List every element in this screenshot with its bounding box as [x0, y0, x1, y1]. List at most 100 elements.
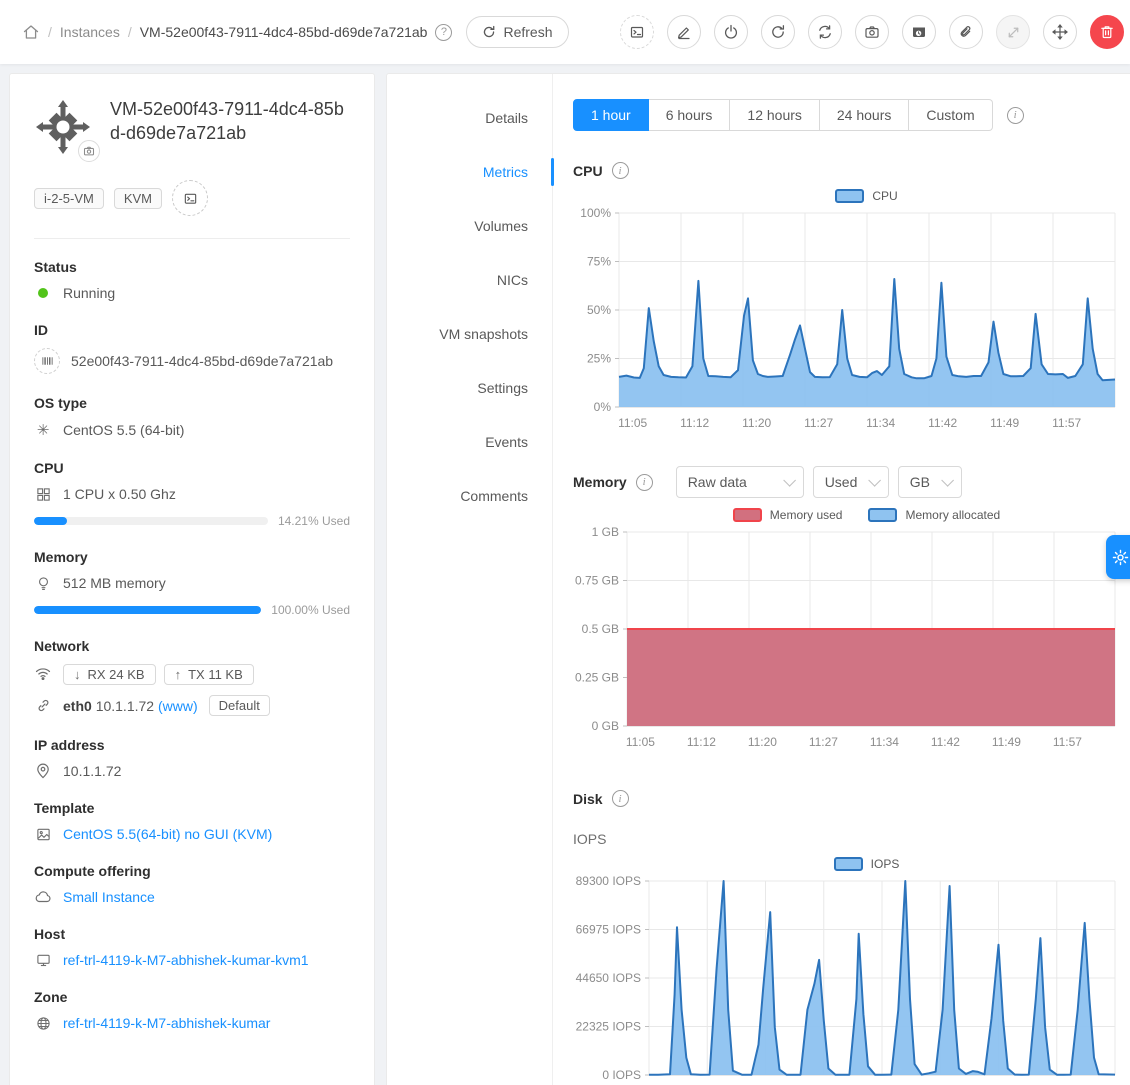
settings-fab-button[interactable]	[1106, 535, 1130, 579]
legend-swatch	[835, 189, 864, 203]
svg-text:11:49: 11:49	[992, 735, 1021, 749]
range-custom-button[interactable]: Custom	[909, 99, 992, 131]
info-icon[interactable]: i	[1007, 107, 1024, 124]
tab-events[interactable]: Events	[387, 426, 552, 458]
recurring-snapshot-button[interactable]	[902, 15, 936, 49]
chevron-down-icon	[868, 474, 881, 487]
breadcrumb: / Instances / VM-52e00f43-7911-4dc4-85bd…	[22, 16, 569, 48]
range-1-hour-button[interactable]: 1 hour	[573, 99, 649, 131]
cpu-section: CPU 1 CPU x 0.50 Ghz 14.21% Used	[34, 460, 350, 528]
console-button[interactable]	[172, 180, 208, 216]
divider	[34, 238, 350, 239]
legend-item[interactable]: IOPS	[834, 857, 900, 871]
tab-details[interactable]: Details	[387, 102, 552, 134]
migrate-instance-button	[996, 15, 1030, 49]
range-12-hours-button[interactable]: 12 hours	[730, 99, 819, 131]
memory-chart-legend: Memory used Memory allocated	[573, 508, 1130, 522]
tab-comments[interactable]: Comments	[387, 480, 552, 512]
svg-text:11:12: 11:12	[687, 735, 716, 749]
range-24-hours-button[interactable]: 24 hours	[820, 99, 909, 131]
tab-nics[interactable]: NICs	[387, 264, 552, 296]
legend-item[interactable]: Memory allocated	[868, 508, 1000, 522]
memory-data-mode-select[interactable]: Raw data	[676, 466, 804, 498]
os-type-section: OS type ✳ CentOS 5.5 (64-bit)	[34, 395, 350, 439]
rx-pill: ↓RX 24 KB	[63, 664, 156, 685]
svg-text:75%: 75%	[587, 255, 611, 269]
template-label: Template	[34, 800, 350, 816]
destroy-instance-button[interactable]	[1090, 15, 1124, 49]
memory-used-text: 100.00% Used	[271, 603, 350, 617]
cpu-chart-title: CPU	[573, 163, 603, 179]
legend-item[interactable]: Memory used	[733, 508, 843, 522]
disk-chart-title: Disk	[573, 791, 603, 807]
svg-text:0 GB: 0 GB	[592, 719, 619, 733]
info-icon[interactable]: i	[636, 474, 653, 491]
nic-name: eth0	[63, 698, 92, 714]
legend-item[interactable]: CPU	[835, 189, 897, 203]
stop-instance-button[interactable]	[714, 15, 748, 49]
legend-swatch	[733, 508, 762, 522]
image-icon	[34, 827, 52, 842]
info-icon[interactable]: i	[612, 162, 629, 179]
tab-vm-snapshots[interactable]: VM snapshots	[387, 318, 552, 350]
compute-offering-section: Compute offering Small Instance	[34, 863, 350, 905]
zone-section: Zone ref-trl-4119-k-M7-abhishek-kumar	[34, 989, 350, 1031]
instance-detail-page: / Instances / VM-52e00f43-7911-4dc4-85bd…	[0, 0, 1130, 1085]
vm-internal-name-tag: i-2-5-VM	[34, 188, 104, 209]
cpu-value: 1 CPU x 0.50 Ghz	[63, 486, 176, 502]
svg-text:11:42: 11:42	[931, 735, 960, 749]
barcode-icon[interactable]	[34, 348, 60, 374]
svg-text:11:12: 11:12	[680, 416, 709, 430]
instance-detail-card: Details Metrics Volumes NICs VM snapshot…	[386, 73, 1130, 1085]
network-label: Network	[34, 638, 350, 654]
cpu-chart-plot[interactable]: 0%25%50%75%100%11:0511:1211:2011:2711:34…	[573, 203, 1130, 435]
svg-text:11:20: 11:20	[742, 416, 771, 430]
iops-chart: IOPS 0 IOPS22325 IOPS44650 IOPS66975 IOP…	[573, 857, 1130, 1085]
info-icon[interactable]: i	[612, 790, 629, 807]
reinstall-instance-button[interactable]	[808, 15, 842, 49]
tab-settings[interactable]: Settings	[387, 372, 552, 404]
nic-network-link[interactable]: (www)	[158, 698, 198, 714]
arrow-up-icon: ↑	[175, 667, 182, 682]
memory-progress-bar	[34, 606, 261, 614]
svg-text:11:57: 11:57	[1053, 735, 1082, 749]
zone-link[interactable]: ref-trl-4119-k-M7-abhishek-kumar	[63, 1015, 270, 1031]
svg-text:0 IOPS: 0 IOPS	[602, 1068, 641, 1082]
svg-text:0.5 GB: 0.5 GB	[582, 622, 619, 636]
bulb-icon	[34, 576, 52, 591]
breadcrumb-instances-link[interactable]: Instances	[60, 24, 120, 40]
breadcrumb-separator: /	[48, 24, 52, 40]
range-6-hours-button[interactable]: 6 hours	[649, 99, 731, 131]
chevron-down-icon	[941, 474, 954, 487]
reboot-instance-button[interactable]	[761, 15, 795, 49]
attach-iso-button[interactable]	[949, 15, 983, 49]
os-logo	[34, 98, 92, 156]
svg-text:0%: 0%	[594, 400, 612, 414]
memory-metric-select[interactable]: Used	[813, 466, 889, 498]
svg-text:66975 IOPS: 66975 IOPS	[576, 923, 641, 937]
move-instance-button[interactable]	[1043, 15, 1077, 49]
tab-metrics[interactable]: Metrics	[387, 156, 552, 188]
svg-text:44650 IOPS: 44650 IOPS	[576, 971, 641, 985]
tab-volumes[interactable]: Volumes	[387, 210, 552, 242]
edit-button[interactable]	[667, 15, 701, 49]
memory-unit-select[interactable]: GB	[898, 466, 962, 498]
template-link[interactable]: CentOS 5.5(64-bit) no GUI (KVM)	[63, 826, 272, 842]
svg-text:100%: 100%	[580, 206, 611, 220]
memory-label: Memory	[34, 549, 350, 565]
memory-chart-plot[interactable]: 0 GB0.25 GB0.5 GB0.75 GB1 GB11:0511:1211…	[573, 522, 1130, 754]
tx-pill: ↑TX 11 KB	[164, 664, 254, 685]
view-console-button[interactable]	[620, 15, 654, 49]
home-icon[interactable]	[22, 23, 40, 41]
svg-text:11:27: 11:27	[804, 416, 833, 430]
wifi-icon	[34, 667, 52, 680]
host-link[interactable]: ref-trl-4119-k-M7-abhishek-kumar-kvm1	[63, 952, 309, 968]
main-area: VM-52e00f43-7911-4dc4-85bd-d69de7a721ab …	[0, 64, 1130, 1085]
camera-badge-icon[interactable]	[78, 140, 100, 162]
compute-offering-link[interactable]: Small Instance	[63, 889, 155, 905]
centos-icon: ✳	[34, 421, 52, 439]
iops-chart-plot[interactable]: 0 IOPS22325 IOPS44650 IOPS66975 IOPS8930…	[573, 871, 1130, 1085]
take-snapshot-button[interactable]	[855, 15, 889, 49]
help-icon[interactable]: ?	[435, 24, 452, 41]
refresh-button[interactable]: Refresh	[466, 16, 568, 48]
